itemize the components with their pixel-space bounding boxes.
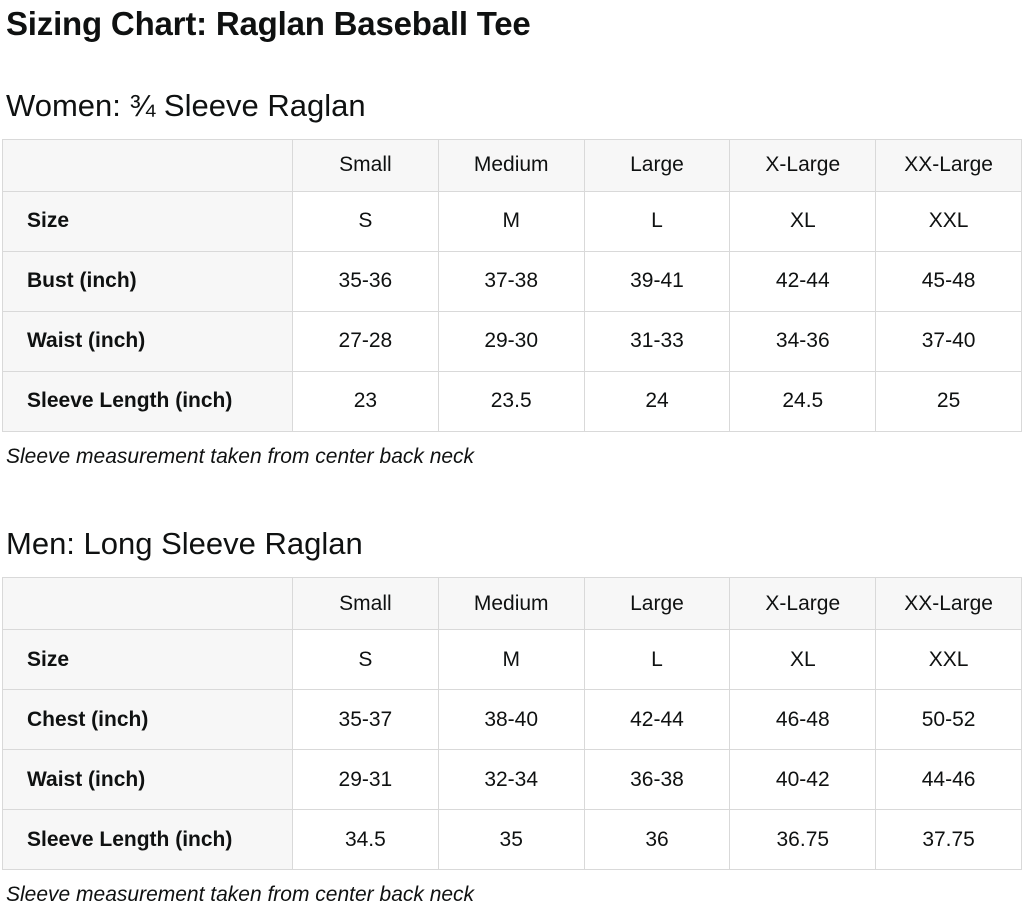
measurement-value-cell: 44-46: [875, 749, 1022, 811]
size-column-header: Small: [292, 577, 439, 631]
measurement-value-cell: 36.75: [729, 809, 877, 871]
men-sizing-section: Men: Long Sleeve Raglan Small Medium Large…: [2, 525, 1022, 907]
size-column-header-row: Small Medium Large X-Large XX-Large: [2, 577, 1022, 631]
measurement-value-cell: 46-48: [729, 689, 877, 751]
row-label: Size: [2, 190, 293, 252]
measurement-value-cell: L: [583, 629, 731, 691]
size-column-header: Large: [583, 138, 731, 192]
measurement-value-cell: 35-36: [292, 250, 439, 312]
measurement-value-cell: 42-44: [583, 689, 731, 751]
size-column-header: Medium: [437, 138, 585, 192]
measurement-row: Waist (inch) 27-28 29-30 31-33 34-36 37-40: [2, 310, 1022, 372]
size-column-header: Small: [292, 138, 439, 192]
measurement-value-cell: 37.75: [875, 809, 1022, 871]
measurement-row: Waist (inch) 29-31 32-34 36-38 40-42 44-46: [2, 749, 1022, 811]
measurement-value-cell: M: [437, 190, 585, 252]
measurement-value-cell: XXL: [875, 190, 1022, 252]
measurement-value-cell: 34.5: [292, 809, 439, 871]
measurement-value-cell: 36-38: [583, 749, 731, 811]
measurement-value-cell: 42-44: [729, 250, 877, 312]
measurement-value-cell: 40-42: [729, 749, 877, 811]
measurement-row: Bust (inch) 35-36 37-38 39-41 42-44 45-48: [2, 250, 1022, 312]
measurement-value-cell: 25: [875, 370, 1022, 432]
measurement-row: Sleeve Length (inch) 34.5 35 36 36.75 37.75: [2, 809, 1022, 871]
measurement-value-cell: 24: [583, 370, 731, 432]
measurement-value-cell: 37-38: [437, 250, 585, 312]
measurement-value-cell: 24.5: [729, 370, 877, 432]
row-label: Waist (inch): [2, 749, 293, 811]
women-sleeve-note: Sleeve measurement taken from center bac…: [6, 444, 475, 468]
measurement-value-cell: 29-30: [437, 310, 585, 372]
measurement-value-cell: 35-37: [292, 689, 439, 751]
size-column-header: Medium: [437, 577, 585, 631]
size-column-header: XX-Large: [875, 138, 1022, 192]
measurement-value-cell: 38-40: [437, 689, 585, 751]
measurement-value-cell: XL: [729, 190, 877, 252]
size-column-header: X-Large: [729, 138, 877, 192]
measurement-value-cell: 50-52: [875, 689, 1022, 751]
measurement-value-cell: 36: [583, 809, 731, 871]
page-title: Sizing Chart: Raglan Baseball Tee: [6, 5, 531, 42]
measurement-value-cell: 34-36: [729, 310, 877, 372]
row-label: Size: [2, 629, 293, 691]
men-section-heading: Men: Long Sleeve Raglan: [6, 525, 363, 561]
corner-blank-cell: [2, 138, 293, 192]
measurement-row: Sleeve Length (inch) 23 23.5 24 24.5 25: [2, 370, 1022, 432]
row-label: Sleeve Length (inch): [2, 370, 293, 432]
measurement-value-cell: 45-48: [875, 250, 1022, 312]
size-column-header-row: Small Medium Large X-Large XX-Large: [2, 138, 1022, 192]
measurement-value-cell: 23.5: [437, 370, 585, 432]
measurement-value-cell: XL: [729, 629, 877, 691]
measurement-value-cell: 29-31: [292, 749, 439, 811]
measurement-row: Size S M L XL XXL: [2, 629, 1022, 691]
men-sizing-table: Small Medium Large X-Large XX-Large Size S M L XL…: [2, 577, 1022, 871]
measurement-value-cell: 31-33: [583, 310, 731, 372]
row-label: Waist (inch): [2, 310, 293, 372]
women-section-heading: Women: ¾ Sleeve Raglan: [6, 87, 366, 123]
measurement-value-cell: 37-40: [875, 310, 1022, 372]
corner-blank-cell: [2, 577, 293, 631]
measurement-value-cell: XXL: [875, 629, 1022, 691]
measurement-row: Chest (inch) 35-37 38-40 42-44 46-48 50-52: [2, 689, 1022, 751]
measurement-value-cell: 23: [292, 370, 439, 432]
row-label: Bust (inch): [2, 250, 293, 312]
size-column-header: X-Large: [729, 577, 877, 631]
measurement-value-cell: S: [292, 629, 439, 691]
women-sizing-section: Women: ¾ Sleeve Raglan Small Medium Large X…: [2, 87, 1022, 469]
measurement-value-cell: S: [292, 190, 439, 252]
measurement-value-cell: 32-34: [437, 749, 585, 811]
row-label: Sleeve Length (inch): [2, 809, 293, 871]
men-sleeve-note: Sleeve measurement taken from center bac…: [6, 883, 475, 907]
measurement-value-cell: M: [437, 629, 585, 691]
measurement-value-cell: L: [583, 190, 731, 252]
size-column-header: Large: [583, 577, 731, 631]
measurement-value-cell: 39-41: [583, 250, 731, 312]
measurement-value-cell: 35: [437, 809, 585, 871]
women-sizing-table: Small Medium Large X-Large XX-Large Size S M L XL…: [2, 138, 1022, 432]
row-label: Chest (inch): [2, 689, 293, 751]
measurement-value-cell: 27-28: [292, 310, 439, 372]
measurement-row: Size S M L XL XXL: [2, 190, 1022, 252]
size-column-header: XX-Large: [875, 577, 1022, 631]
